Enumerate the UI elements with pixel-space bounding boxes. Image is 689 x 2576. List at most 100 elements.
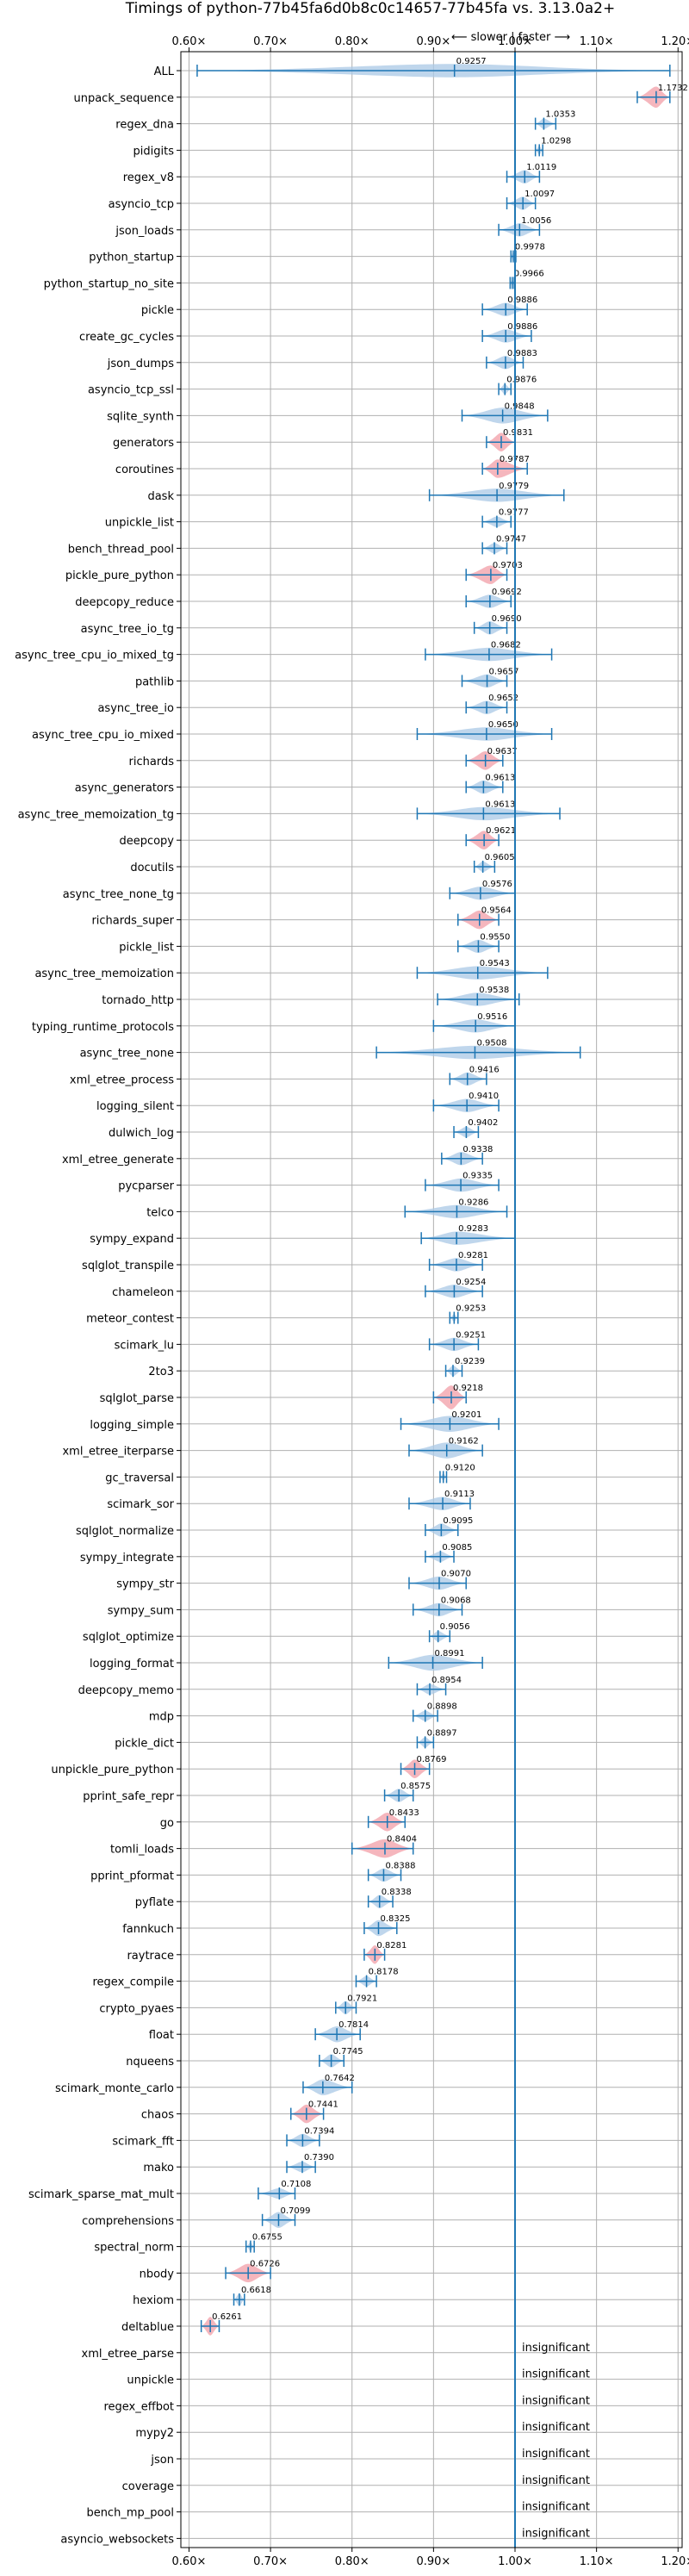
x-tick-label-bottom: 0.80× — [335, 2555, 369, 2568]
value-label: 0.9886 — [507, 322, 537, 332]
value-label: 0.9747 — [496, 534, 526, 544]
plot-frame — [180, 51, 683, 2548]
value-label: 0.9564 — [481, 906, 512, 916]
benchmark-label: mako — [143, 2162, 174, 2175]
benchmark-label: create_gc_cycles — [79, 331, 174, 344]
value-label: 0.9338 — [462, 1145, 493, 1154]
value-label: 0.7745 — [333, 2047, 363, 2056]
plot-marks: 0.9257 1.1732 1.0353 1.0298 1.0119 1.0097 1.00… — [196, 52, 688, 2548]
value-label: 0.9883 — [507, 349, 537, 358]
benchmark-label: richards_super — [91, 915, 174, 928]
benchmark-label: async_tree_none — [80, 1048, 174, 1061]
value-label: 0.9254 — [456, 1278, 486, 1287]
value-label: 0.9508 — [476, 1039, 506, 1048]
x-tick-label-top: 0.60× — [172, 35, 207, 48]
insignificant-label: insignificant — [522, 2394, 590, 2407]
value-label: 0.6755 — [252, 2233, 282, 2243]
value-label: 0.6261 — [212, 2312, 242, 2322]
benchmark-label: unpickle — [127, 2374, 174, 2387]
benchmark-label: bench_thread_pool — [68, 543, 174, 556]
benchmark-label: deepcopy — [119, 835, 174, 848]
value-label: 0.9056 — [440, 1622, 470, 1632]
benchmark-label: typing_runtime_protocols — [32, 1021, 174, 1034]
x-tick-label-bottom: 0.60× — [172, 2555, 207, 2568]
x-tick-label-top: 0.80× — [335, 35, 369, 48]
benchmark-label: bench_mp_pool — [86, 2507, 174, 2520]
value-label: 0.9657 — [489, 667, 519, 676]
value-label: 0.8281 — [376, 1941, 407, 1951]
benchmark-label: asyncio_tcp_ssl — [88, 384, 174, 397]
benchmark-label: chaos — [141, 2109, 174, 2122]
value-label: 0.9283 — [458, 1224, 488, 1234]
value-label: 0.7099 — [280, 2206, 310, 2216]
benchmark-label: async_tree_io_tg — [81, 623, 174, 636]
insignificant-label: insignificant — [522, 2342, 590, 2355]
value-label: 0.9410 — [469, 1092, 499, 1101]
benchmark-label: regex_dna — [115, 119, 174, 132]
value-label: 0.9613 — [485, 800, 515, 809]
value-label: 0.7814 — [338, 2020, 369, 2030]
benchmark-label: generators — [113, 437, 174, 450]
benchmark-label: pyflate — [135, 1896, 174, 1909]
x-ticks-top: 0.60× 0.70× 0.80× 0.90× 1.00× 1.10× 1.20× — [172, 35, 689, 52]
x-tick-label-bottom: 1.00× — [498, 2555, 532, 2568]
benchmark-label: deepcopy_reduce — [75, 596, 174, 609]
benchmark-label: xml_etree_process — [70, 1073, 174, 1086]
benchmark-label: logging_simple — [90, 1419, 174, 1432]
value-label: 0.8991 — [435, 1649, 465, 1658]
benchmark-label: coverage — [122, 2480, 174, 2493]
value-label: 0.7394 — [304, 2126, 334, 2136]
benchmark-label: async_tree_cpu_io_mixed — [32, 729, 174, 742]
benchmark-label: async_generators — [75, 782, 175, 795]
benchmark-label: sympy_sum — [108, 1604, 174, 1617]
benchmark-label: richards — [129, 756, 175, 768]
value-label: 0.9605 — [485, 853, 515, 862]
value-label: 0.8404 — [387, 1835, 417, 1845]
benchmark-label: json_dumps — [107, 358, 174, 370]
benchmark-label: chameleon — [112, 1286, 174, 1299]
benchmark-label: sympy_str — [116, 1578, 174, 1591]
benchmark-label: pprint_safe_repr — [83, 1790, 174, 1803]
x-tick-label-bottom: 0.70× — [253, 2555, 288, 2568]
value-label: 0.9253 — [456, 1304, 486, 1314]
benchmark-label: json — [150, 2454, 174, 2467]
benchmark-label: async_tree_memoization — [34, 968, 174, 980]
value-label: 0.8898 — [427, 1702, 457, 1712]
benchmark-label: float — [149, 2029, 174, 2042]
value-label: 0.9162 — [449, 1437, 479, 1447]
benchmark-label: sqlite_synth — [107, 410, 174, 423]
value-label: 1.0119 — [526, 163, 556, 172]
benchmark-label: scimark_sparse_mat_mult — [28, 2188, 174, 2201]
value-label: 1.0097 — [525, 190, 555, 199]
value-label: 0.7642 — [325, 2074, 355, 2083]
benchmark-label: logging_format — [90, 1658, 174, 1671]
chart-subtitle: ⟵ slower | faster ⟶ — [451, 31, 570, 44]
value-label: 0.9257 — [456, 57, 487, 66]
benchmark-label: pprint_pformat — [90, 1870, 174, 1882]
benchmark-label: sqlglot_normalize — [76, 1525, 174, 1538]
value-label: 0.9070 — [441, 1570, 471, 1579]
value-label: 0.9777 — [499, 508, 529, 518]
benchmark-label: regex_compile — [92, 1976, 174, 1989]
insignificant-label: insignificant — [522, 2421, 590, 2434]
value-label: 0.7921 — [347, 1994, 377, 2003]
benchmark-label: ALL — [154, 65, 175, 78]
insignificant-label: insignificant — [522, 2474, 590, 2487]
x-ticks-bottom: 0.60× 0.70× 0.80× 0.90× 1.00× 1.10× 1.20× — [172, 2548, 689, 2568]
value-label: 0.9416 — [469, 1065, 500, 1074]
benchmark-label: xml_etree_parse — [82, 2348, 174, 2361]
value-label: 0.9550 — [480, 932, 510, 942]
benchmark-label: dask — [147, 490, 174, 503]
value-label: 0.9876 — [506, 376, 537, 385]
value-label: 0.9286 — [458, 1198, 488, 1207]
benchmark-label: tomli_loads — [110, 1844, 174, 1857]
x-tick-label-bottom: 0.90× — [416, 2555, 450, 2568]
benchmark-label: async_tree_io — [97, 702, 174, 715]
benchmark-label: pickle_list — [119, 941, 174, 954]
benchmark-label: spectral_norm — [94, 2242, 174, 2255]
benchmark-label: unpack_sequence — [73, 92, 174, 105]
benchmark-label: xml_etree_generate — [62, 1154, 174, 1167]
benchmark-label: scimark_monte_carlo — [55, 2082, 174, 2095]
chart-title: Timings of python-77b45fa6d0b8c0c14657-7… — [125, 0, 615, 17]
value-label: 0.9068 — [441, 1596, 471, 1605]
